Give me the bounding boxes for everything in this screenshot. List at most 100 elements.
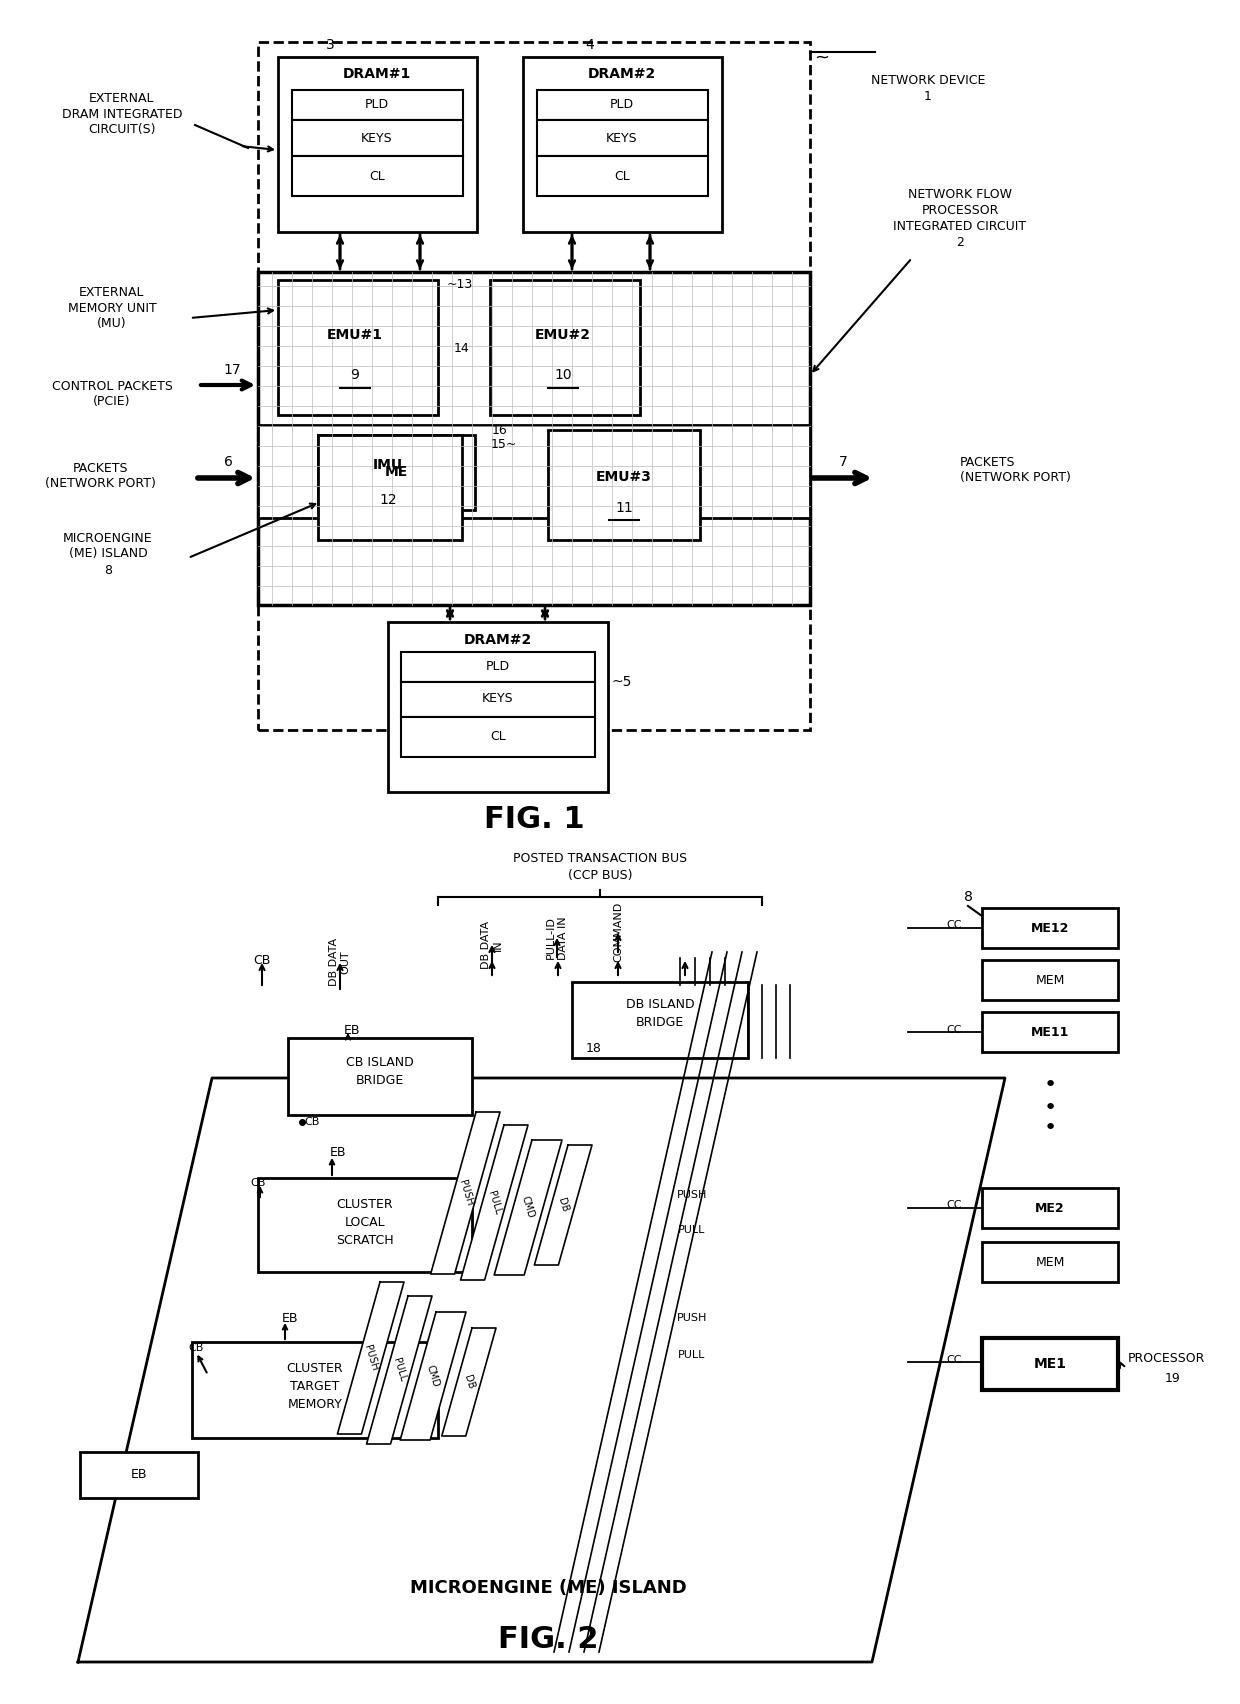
Text: CLUSTER: CLUSTER xyxy=(286,1361,343,1375)
Text: CB: CB xyxy=(188,1343,203,1353)
Text: (MU): (MU) xyxy=(97,317,126,331)
Text: FIG. 2: FIG. 2 xyxy=(497,1626,598,1655)
Text: KEYS: KEYS xyxy=(482,692,513,705)
Bar xyxy=(278,56,477,232)
Text: CB: CB xyxy=(250,1177,265,1188)
Polygon shape xyxy=(495,1140,562,1275)
Bar xyxy=(401,653,595,682)
Text: PULL-ID
DATA IN: PULL-ID DATA IN xyxy=(546,917,568,959)
Text: SCRATCH: SCRATCH xyxy=(336,1234,394,1247)
Text: CC: CC xyxy=(946,920,962,930)
Bar xyxy=(401,682,595,717)
Text: 9: 9 xyxy=(351,368,360,382)
Text: DB DATA
IN: DB DATA IN xyxy=(481,920,502,970)
Text: 7: 7 xyxy=(838,455,847,469)
Text: CMD: CMD xyxy=(425,1363,441,1389)
Polygon shape xyxy=(460,1125,528,1280)
Text: PULL: PULL xyxy=(678,1350,706,1360)
Bar xyxy=(278,279,438,416)
Text: EB: EB xyxy=(281,1312,299,1324)
Text: MEMORY: MEMORY xyxy=(288,1399,342,1411)
Text: CL: CL xyxy=(614,169,630,182)
Polygon shape xyxy=(401,1312,466,1440)
Bar xyxy=(288,1038,472,1114)
Text: •: • xyxy=(1043,1118,1056,1138)
Text: EMU#3: EMU#3 xyxy=(596,470,652,484)
Text: ME12: ME12 xyxy=(1030,922,1069,934)
Text: PACKETS: PACKETS xyxy=(960,455,1016,469)
Text: PLD: PLD xyxy=(610,99,634,111)
Text: KEYS: KEYS xyxy=(606,131,637,145)
Text: ME2: ME2 xyxy=(1035,1201,1065,1215)
Text: DRAM INTEGRATED: DRAM INTEGRATED xyxy=(62,107,182,121)
Text: (PCIE): (PCIE) xyxy=(93,395,130,409)
Text: PUSH: PUSH xyxy=(677,1314,707,1322)
Text: PULL: PULL xyxy=(486,1189,502,1215)
Text: DB: DB xyxy=(463,1373,476,1390)
Text: 1: 1 xyxy=(924,90,932,102)
Text: PROCESSOR: PROCESSOR xyxy=(1128,1351,1205,1365)
Bar xyxy=(317,435,475,509)
Text: DB DATA
OUT: DB DATA OUT xyxy=(329,937,351,987)
Text: PUSH: PUSH xyxy=(362,1344,379,1372)
Text: IMU: IMU xyxy=(373,458,403,472)
Text: CL: CL xyxy=(490,731,506,743)
Text: 15~: 15~ xyxy=(491,438,517,452)
Text: ME1: ME1 xyxy=(1033,1356,1066,1372)
Text: KEYS: KEYS xyxy=(361,131,393,145)
Text: POSTED TRANSACTION BUS: POSTED TRANSACTION BUS xyxy=(513,852,687,864)
Text: 19: 19 xyxy=(1166,1372,1180,1384)
Text: PLD: PLD xyxy=(365,99,389,111)
Text: CONTROL PACKETS: CONTROL PACKETS xyxy=(52,380,172,392)
Bar xyxy=(490,279,640,416)
Text: (NETWORK PORT): (NETWORK PORT) xyxy=(960,472,1071,484)
Text: 8: 8 xyxy=(104,564,112,576)
Text: ~13: ~13 xyxy=(446,278,474,291)
Polygon shape xyxy=(441,1327,496,1436)
Text: •: • xyxy=(1043,1075,1056,1096)
Text: (ME) ISLAND: (ME) ISLAND xyxy=(68,547,148,561)
Text: 16: 16 xyxy=(492,424,508,436)
Bar xyxy=(537,90,708,119)
Text: EMU#2: EMU#2 xyxy=(534,327,591,343)
Bar xyxy=(537,119,708,157)
Bar xyxy=(258,424,810,518)
Text: CB: CB xyxy=(304,1118,320,1126)
Text: 8: 8 xyxy=(963,889,972,905)
Text: 14: 14 xyxy=(454,341,470,354)
Text: 2: 2 xyxy=(956,237,963,249)
Bar xyxy=(982,1242,1118,1281)
Text: CC: CC xyxy=(946,1026,962,1034)
Bar xyxy=(982,1188,1118,1229)
Bar xyxy=(258,43,810,729)
Text: PUSH: PUSH xyxy=(456,1179,474,1206)
Text: EXTERNAL: EXTERNAL xyxy=(89,92,155,104)
Text: PLD: PLD xyxy=(486,661,510,673)
Text: NETWORK FLOW: NETWORK FLOW xyxy=(908,189,1012,201)
Text: ~5: ~5 xyxy=(611,675,632,688)
Text: EB: EB xyxy=(343,1024,361,1036)
Text: CL: CL xyxy=(370,169,384,182)
Polygon shape xyxy=(367,1297,432,1443)
Bar xyxy=(982,1012,1118,1051)
Text: CMD: CMD xyxy=(520,1195,536,1220)
Text: PROCESSOR: PROCESSOR xyxy=(921,204,998,218)
Text: •: • xyxy=(1043,1097,1056,1118)
Text: ME11: ME11 xyxy=(1030,1026,1069,1038)
Text: CLUSTER: CLUSTER xyxy=(337,1198,393,1212)
Text: MICROENGINE (ME) ISLAND: MICROENGINE (ME) ISLAND xyxy=(409,1580,687,1597)
Polygon shape xyxy=(337,1281,404,1435)
Text: 18: 18 xyxy=(587,1041,601,1055)
Bar xyxy=(258,273,810,605)
Text: DRAM#2: DRAM#2 xyxy=(464,632,532,648)
Text: TARGET: TARGET xyxy=(290,1380,340,1392)
Polygon shape xyxy=(430,1113,500,1275)
Text: CC: CC xyxy=(946,1355,962,1365)
Text: ~: ~ xyxy=(815,49,830,66)
Text: PUSH: PUSH xyxy=(677,1189,707,1200)
Text: ME: ME xyxy=(384,465,408,479)
Text: BRIDGE: BRIDGE xyxy=(356,1074,404,1087)
Bar xyxy=(401,717,595,757)
Bar xyxy=(192,1343,438,1438)
Text: PULL: PULL xyxy=(678,1225,706,1235)
